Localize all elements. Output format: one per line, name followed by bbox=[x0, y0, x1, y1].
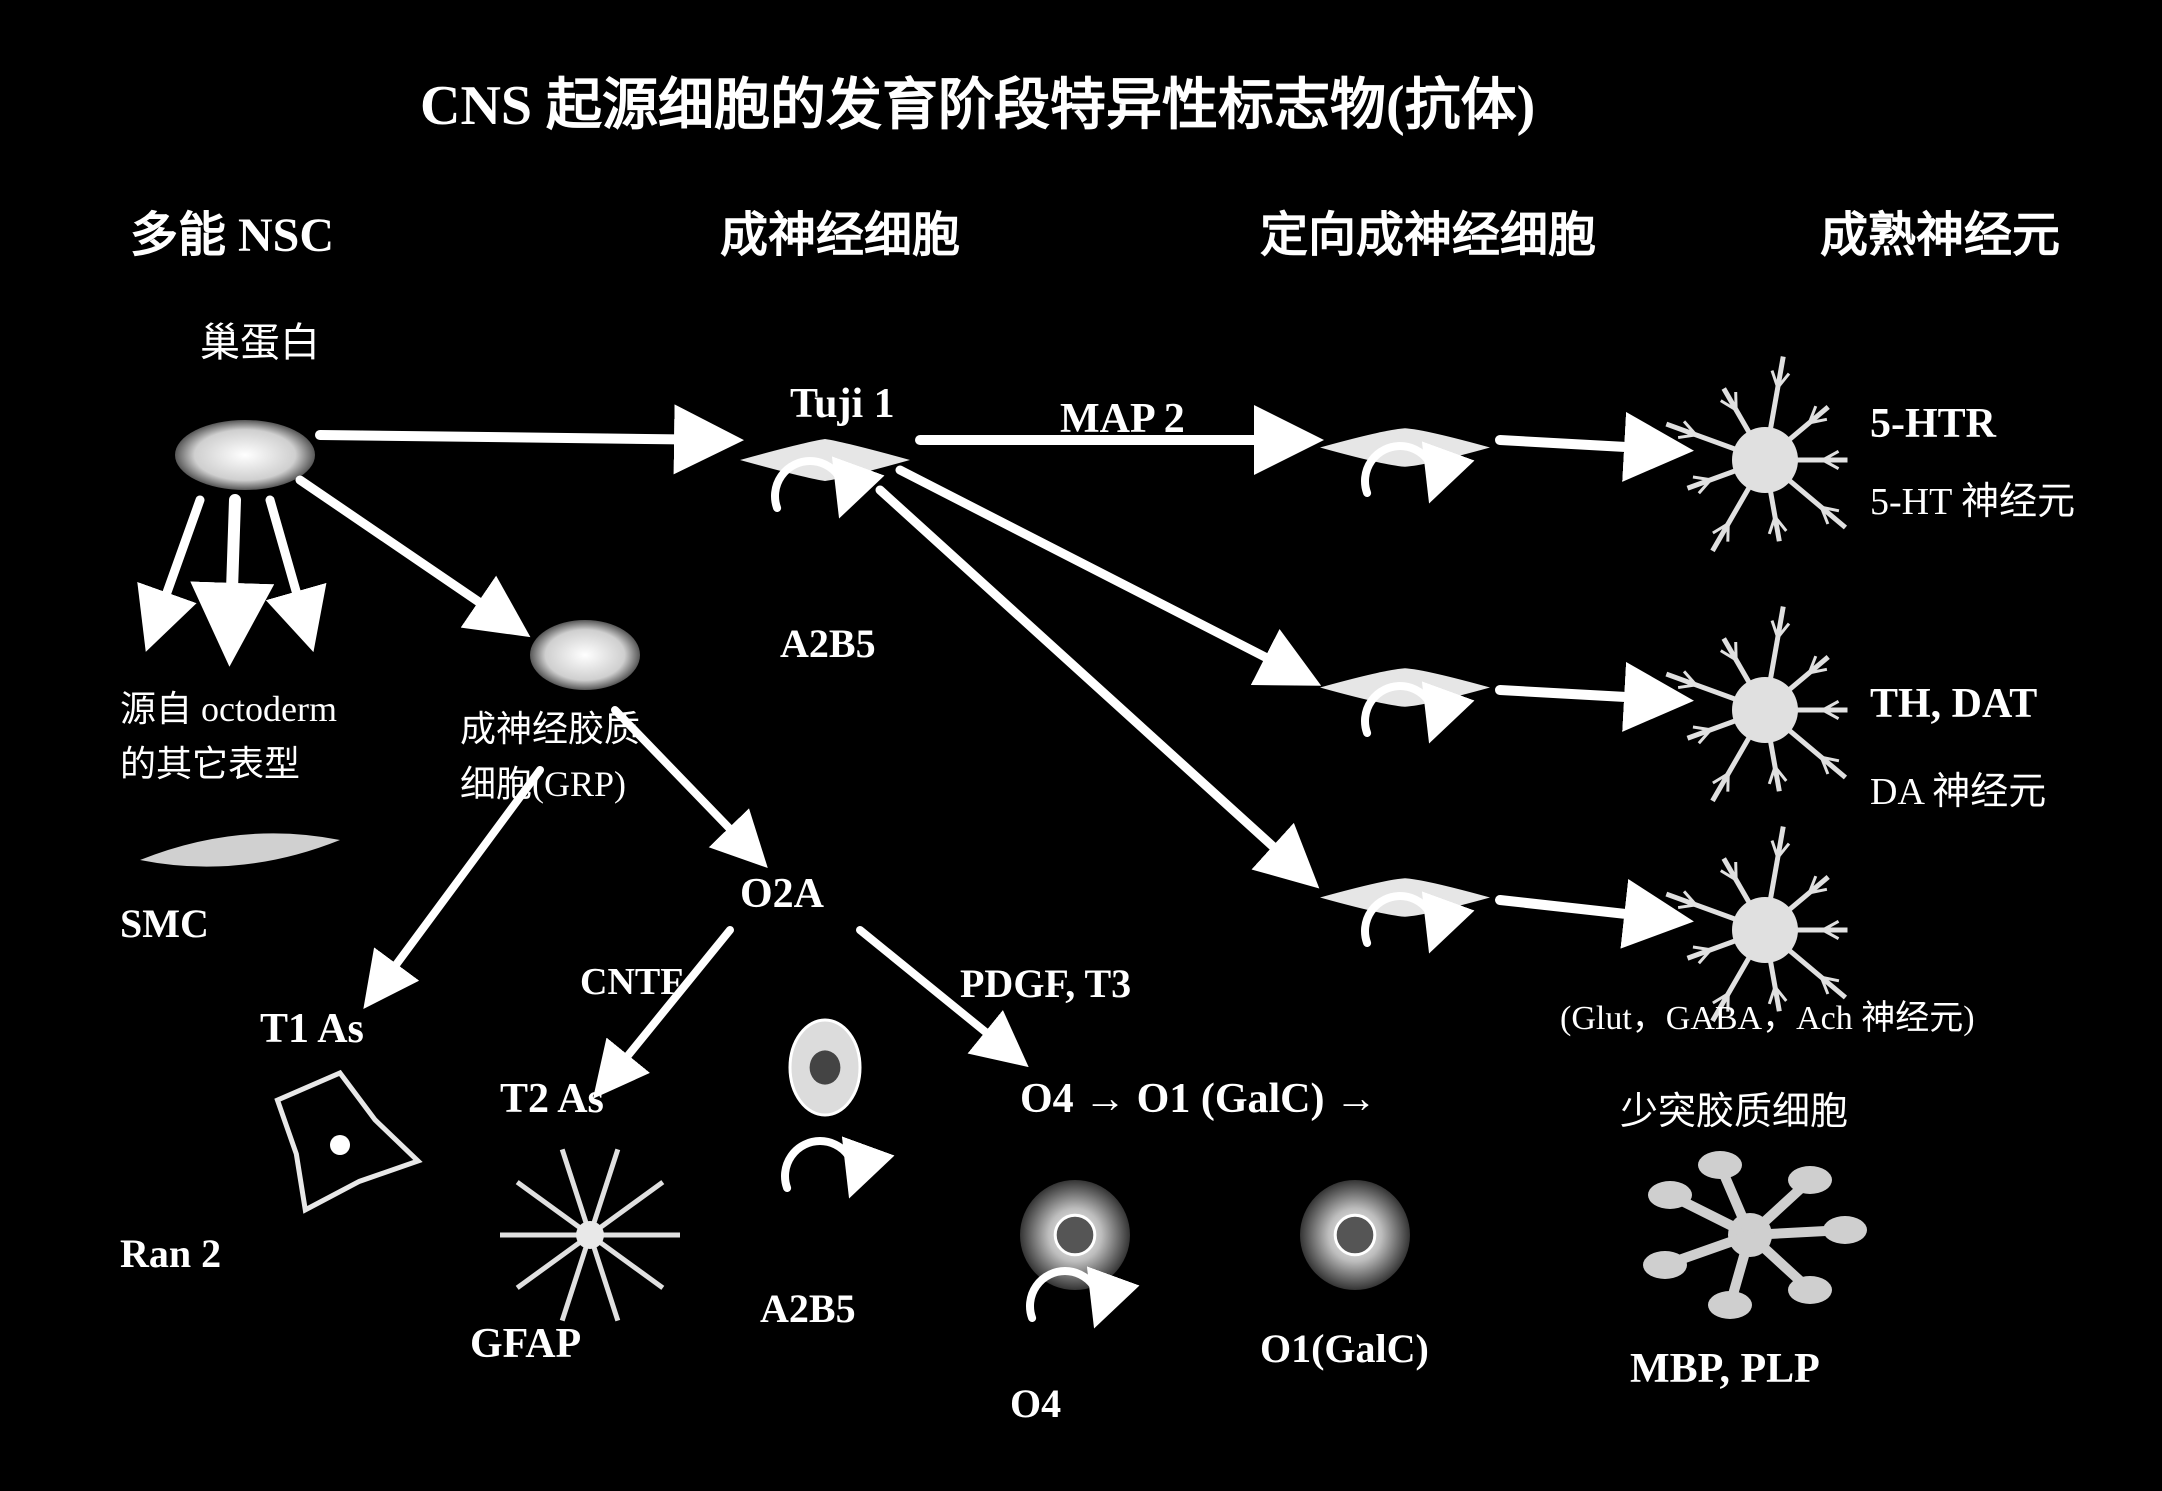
cell-o1_cell bbox=[1300, 1180, 1410, 1290]
cell-oligo_cell bbox=[1643, 1151, 1867, 1319]
cell-smc_cell bbox=[140, 833, 340, 866]
label-glut_gaba: (Glut，GABA，Ach 神经元) bbox=[1560, 990, 1975, 1039]
self-loop-committed1 bbox=[1365, 446, 1435, 493]
label-a2b5_bot: A2B5 bbox=[760, 1285, 856, 1332]
label-thdat: TH, DAT bbox=[1870, 680, 2037, 728]
cell-committed3 bbox=[1320, 878, 1490, 917]
label-grp1: 成神经胶质 bbox=[460, 700, 640, 752]
edge-nsc_fan1-down1 bbox=[150, 500, 200, 640]
label-map2: MAP 2 bbox=[1060, 395, 1185, 443]
cell-o4_cell bbox=[1020, 1180, 1130, 1290]
cell-t2as_cell bbox=[500, 1149, 680, 1320]
self-loop-committed2 bbox=[1365, 686, 1435, 733]
self-loop-committed3 bbox=[1365, 896, 1435, 943]
col-header-nsc: 多能 NSC bbox=[130, 195, 334, 265]
label-o4_o1_galc: O4 → O1 (GalC) → bbox=[1020, 1075, 1377, 1123]
diagram-title: CNS 起源细胞的发育阶段特异性标志物(抗体) bbox=[420, 60, 1535, 141]
edge-committed1-neuron1 bbox=[1500, 440, 1680, 450]
label-oligo: 少突胶质细胞 bbox=[1620, 1080, 1848, 1135]
label-ran2: Ran 2 bbox=[120, 1230, 221, 1277]
label-t1as: T1 As bbox=[260, 1005, 364, 1053]
edge-committed3-neuron3 bbox=[1500, 900, 1680, 920]
edge-o2a-t2as bbox=[600, 930, 730, 1090]
edge-neuroblast_cell-committed2 bbox=[900, 470, 1310, 680]
edge-nsc_fan3-down3 bbox=[270, 500, 310, 640]
label-nestin: 巢蛋白 bbox=[200, 310, 320, 368]
label-smc: SMC bbox=[120, 900, 209, 947]
edge-committed2-neuron2 bbox=[1500, 690, 1680, 700]
label-cntf: CNTF bbox=[580, 960, 683, 1004]
label-o2a: O2A bbox=[740, 870, 824, 918]
label-octoderm2: 的其它表型 bbox=[120, 735, 300, 787]
col-header-neuroblast: 成神经细胞 bbox=[720, 195, 960, 265]
edge-nsc_cell-grp_cell bbox=[300, 480, 520, 630]
edge-nsc_fan2-down2 bbox=[230, 500, 235, 650]
label-mbpplp: MBP, PLP bbox=[1630, 1345, 1820, 1393]
label-htr5: 5-HTR bbox=[1870, 400, 1996, 448]
label-a2b5_top: A2B5 bbox=[780, 620, 876, 667]
cell-nsc_cell bbox=[175, 420, 315, 490]
label-daneuron: DA 神经元 bbox=[1870, 760, 2046, 815]
label-grp2: 细胞(GRP) bbox=[460, 755, 626, 807]
self-loop-o4_cell bbox=[1030, 1271, 1100, 1318]
cell-o2a_cell bbox=[790, 1020, 860, 1115]
edge-neuroblast_cell-committed3 bbox=[880, 490, 1310, 880]
cell-committed2 bbox=[1320, 668, 1490, 707]
label-t2as: T2 As bbox=[500, 1075, 604, 1123]
cell-neuroblast_cell bbox=[740, 439, 910, 481]
label-o1galc_bot: O1(GalC) bbox=[1260, 1325, 1429, 1372]
label-pdgf: PDGF, T3 bbox=[960, 960, 1131, 1007]
label-gfap: GFAP bbox=[470, 1320, 581, 1368]
diagram-canvas: CNS 起源细胞的发育阶段特异性标志物(抗体) 多能 NSC 成神经细胞 定向成… bbox=[0, 0, 2162, 1491]
label-ht5neuron: 5-HT 神经元 bbox=[1870, 470, 2075, 525]
col-header-committed: 定向成神经细胞 bbox=[1260, 195, 1596, 265]
cell-grp_cell bbox=[530, 620, 640, 690]
label-octoderm1: 源自 octoderm bbox=[120, 680, 337, 732]
cell-neuron2 bbox=[1666, 607, 1847, 801]
label-o4_bot: O4 bbox=[1010, 1380, 1061, 1427]
cell-committed1 bbox=[1320, 428, 1490, 467]
self-loop-neuroblast_cell bbox=[775, 461, 845, 508]
cell-neuron1 bbox=[1666, 357, 1847, 551]
edge-nsc_cell-neuroblast_cell bbox=[320, 435, 730, 440]
label-tuj1: Tuji 1 bbox=[790, 380, 895, 428]
self-loop-o2a_cell bbox=[785, 1141, 855, 1188]
col-header-mature: 成熟神经元 bbox=[1820, 195, 2060, 265]
cell-t1as_cell bbox=[277, 1073, 418, 1210]
